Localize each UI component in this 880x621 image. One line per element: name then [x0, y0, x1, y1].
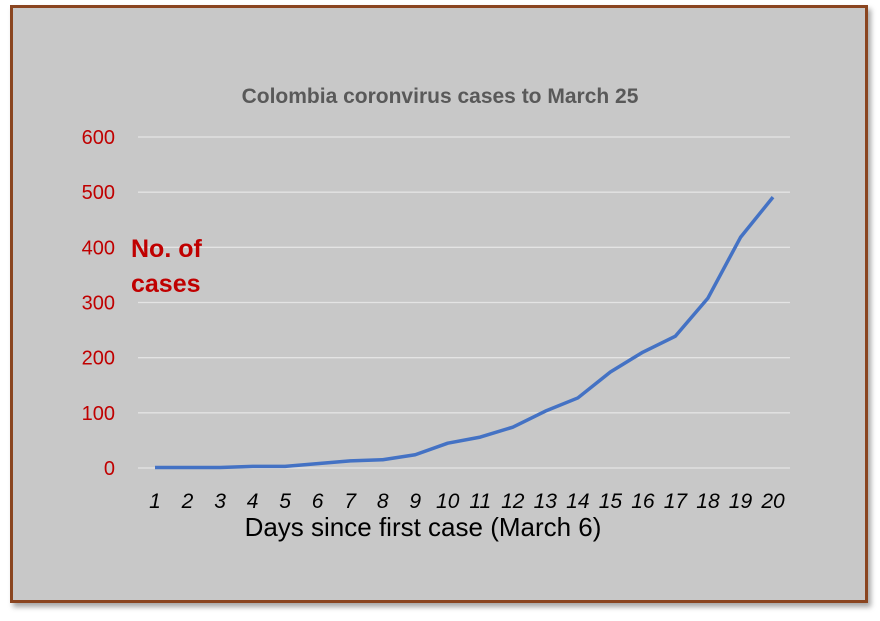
x-tick-label: 19 [729, 490, 753, 513]
x-tick-label: 1 [149, 490, 161, 513]
x-axis-label: Days since first case (March 6) [245, 512, 602, 542]
x-tick-label: 8 [377, 490, 389, 513]
x-tick-label: 18 [696, 490, 720, 513]
x-tick-label: 14 [566, 490, 589, 513]
x-tick-label: 7 [344, 490, 357, 513]
x-tick-label: 12 [501, 490, 525, 513]
y-tick-label: 100 [82, 403, 115, 425]
x-tick-label: 9 [409, 490, 421, 513]
x-tick-label: 13 [534, 490, 558, 513]
x-tick-label: 2 [181, 490, 194, 513]
data-line [155, 196, 775, 470]
chart-title: Colombia coronvirus cases to March 25 [242, 85, 639, 108]
chart-frame [10, 5, 868, 603]
x-tick-label: 17 [664, 490, 689, 513]
x-tick-label: 6 [312, 490, 324, 513]
y-tick-label: 400 [82, 237, 115, 259]
x-tick-label: 3 [214, 490, 226, 513]
x-tick-label: 15 [599, 490, 623, 513]
y-tick-label: 600 [82, 127, 115, 149]
x-tick-label: 10 [436, 490, 460, 513]
x-tick-label: 11 [469, 490, 491, 513]
x-tick-label: 4 [247, 490, 259, 513]
x-tick-label: 20 [760, 490, 785, 513]
y-tick-label: 200 [82, 348, 115, 370]
y-tick-label: 500 [82, 182, 115, 204]
x-tick-label: 5 [279, 490, 291, 513]
y-tick-label: 300 [82, 293, 115, 315]
x-tick-label: 16 [631, 490, 655, 513]
y-axis-label: No. of cases [131, 235, 202, 298]
y-tick-label: 0 [104, 458, 115, 480]
